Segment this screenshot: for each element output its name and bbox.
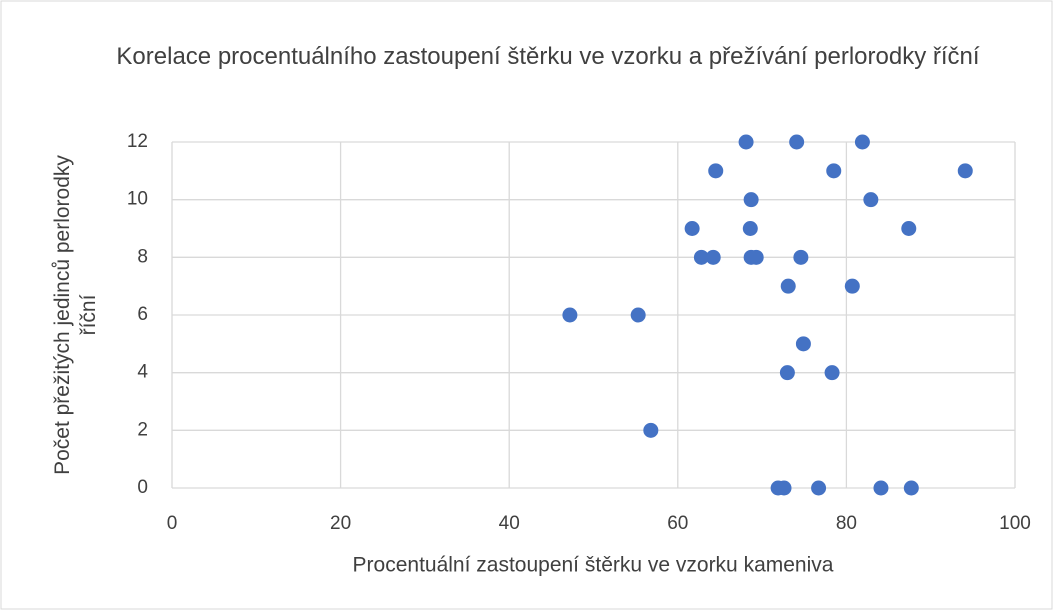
point	[780, 278, 796, 294]
point	[844, 278, 860, 294]
y-tick-label: 8	[137, 246, 148, 267]
point	[742, 221, 758, 236]
point	[684, 221, 700, 236]
x-tick-label: 0	[167, 513, 178, 534]
y-tick-label: 6	[137, 304, 148, 325]
point	[957, 163, 973, 179]
point	[863, 192, 879, 208]
x-tick-label: 20	[330, 513, 351, 534]
point	[630, 307, 646, 323]
point	[693, 249, 709, 265]
point	[826, 163, 842, 179]
point	[743, 192, 759, 208]
y-tick-label: 12	[127, 131, 148, 152]
y-axis-label: Počet přežitých jedinců perlorodky říční	[51, 155, 100, 475]
point	[795, 336, 811, 352]
point	[903, 480, 919, 496]
chart-title: Korelace procentuálního zastoupení štěrk…	[116, 43, 979, 70]
x-tick-label: 60	[667, 513, 688, 534]
y-tick-label: 2	[137, 419, 148, 440]
y-tick-label: 10	[127, 189, 148, 210]
point	[789, 134, 805, 150]
point	[643, 422, 659, 438]
point	[776, 480, 792, 496]
point	[738, 134, 754, 150]
point	[824, 365, 840, 381]
point	[562, 307, 578, 323]
x-axis-label: Procentuální zastoupení štěrku ve vzorku…	[353, 554, 834, 577]
point	[793, 249, 809, 265]
point	[901, 221, 917, 236]
y-tick-label: 0	[137, 477, 148, 498]
x-tick-label: 100	[999, 513, 1031, 534]
point	[748, 249, 764, 265]
point	[873, 480, 889, 496]
x-tick-label: 40	[499, 513, 520, 534]
point	[779, 365, 795, 381]
point	[705, 249, 721, 265]
point	[811, 480, 827, 496]
y-tick-label: 4	[137, 362, 148, 383]
point	[708, 163, 724, 179]
point	[854, 134, 870, 150]
x-tick-label: 80	[836, 513, 857, 534]
